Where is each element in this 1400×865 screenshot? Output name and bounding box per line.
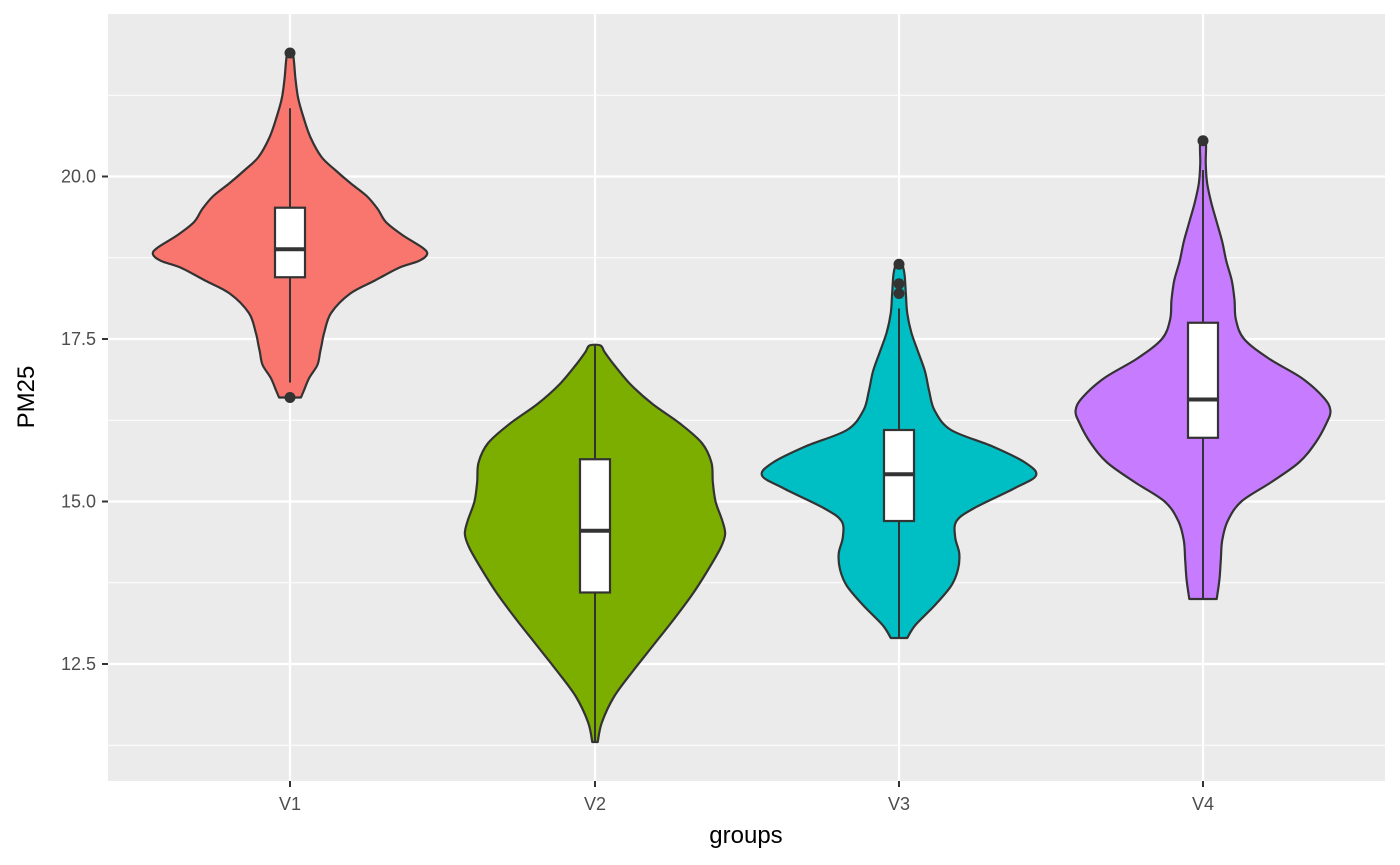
- y-axis-title: PM25: [13, 366, 40, 429]
- box-iqr: [273, 206, 307, 279]
- outlier-point: [284, 47, 296, 59]
- y-axis: 12.5 15.0 17.5 20.0: [61, 167, 108, 674]
- outlier-point: [893, 278, 905, 290]
- violin-group-v1: [151, 47, 429, 403]
- x-tick-label: V2: [584, 794, 606, 814]
- x-axis: V1 V2 V3 V4: [279, 781, 1214, 814]
- violin-group-v4: [1074, 135, 1332, 601]
- outlier-point: [893, 258, 905, 270]
- y-tick-label: 20.0: [61, 167, 96, 187]
- y-tick-label: 17.5: [61, 329, 96, 349]
- y-tick-label: 15.0: [61, 492, 96, 512]
- box-iqr: [578, 458, 612, 594]
- x-tick-label: V1: [279, 794, 301, 814]
- violin-group-v3: [760, 258, 1038, 640]
- x-tick-label: V4: [1192, 794, 1214, 814]
- outlier-point: [1197, 135, 1209, 147]
- outlier-point: [284, 392, 296, 403]
- outlier-point: [893, 288, 905, 299]
- violin-group-v2: [463, 343, 727, 744]
- violins: [151, 47, 1332, 744]
- x-axis-title: groups: [709, 822, 782, 849]
- x-tick-label: V3: [888, 794, 910, 814]
- y-tick-label: 12.5: [61, 654, 96, 674]
- box-iqr: [1186, 321, 1220, 439]
